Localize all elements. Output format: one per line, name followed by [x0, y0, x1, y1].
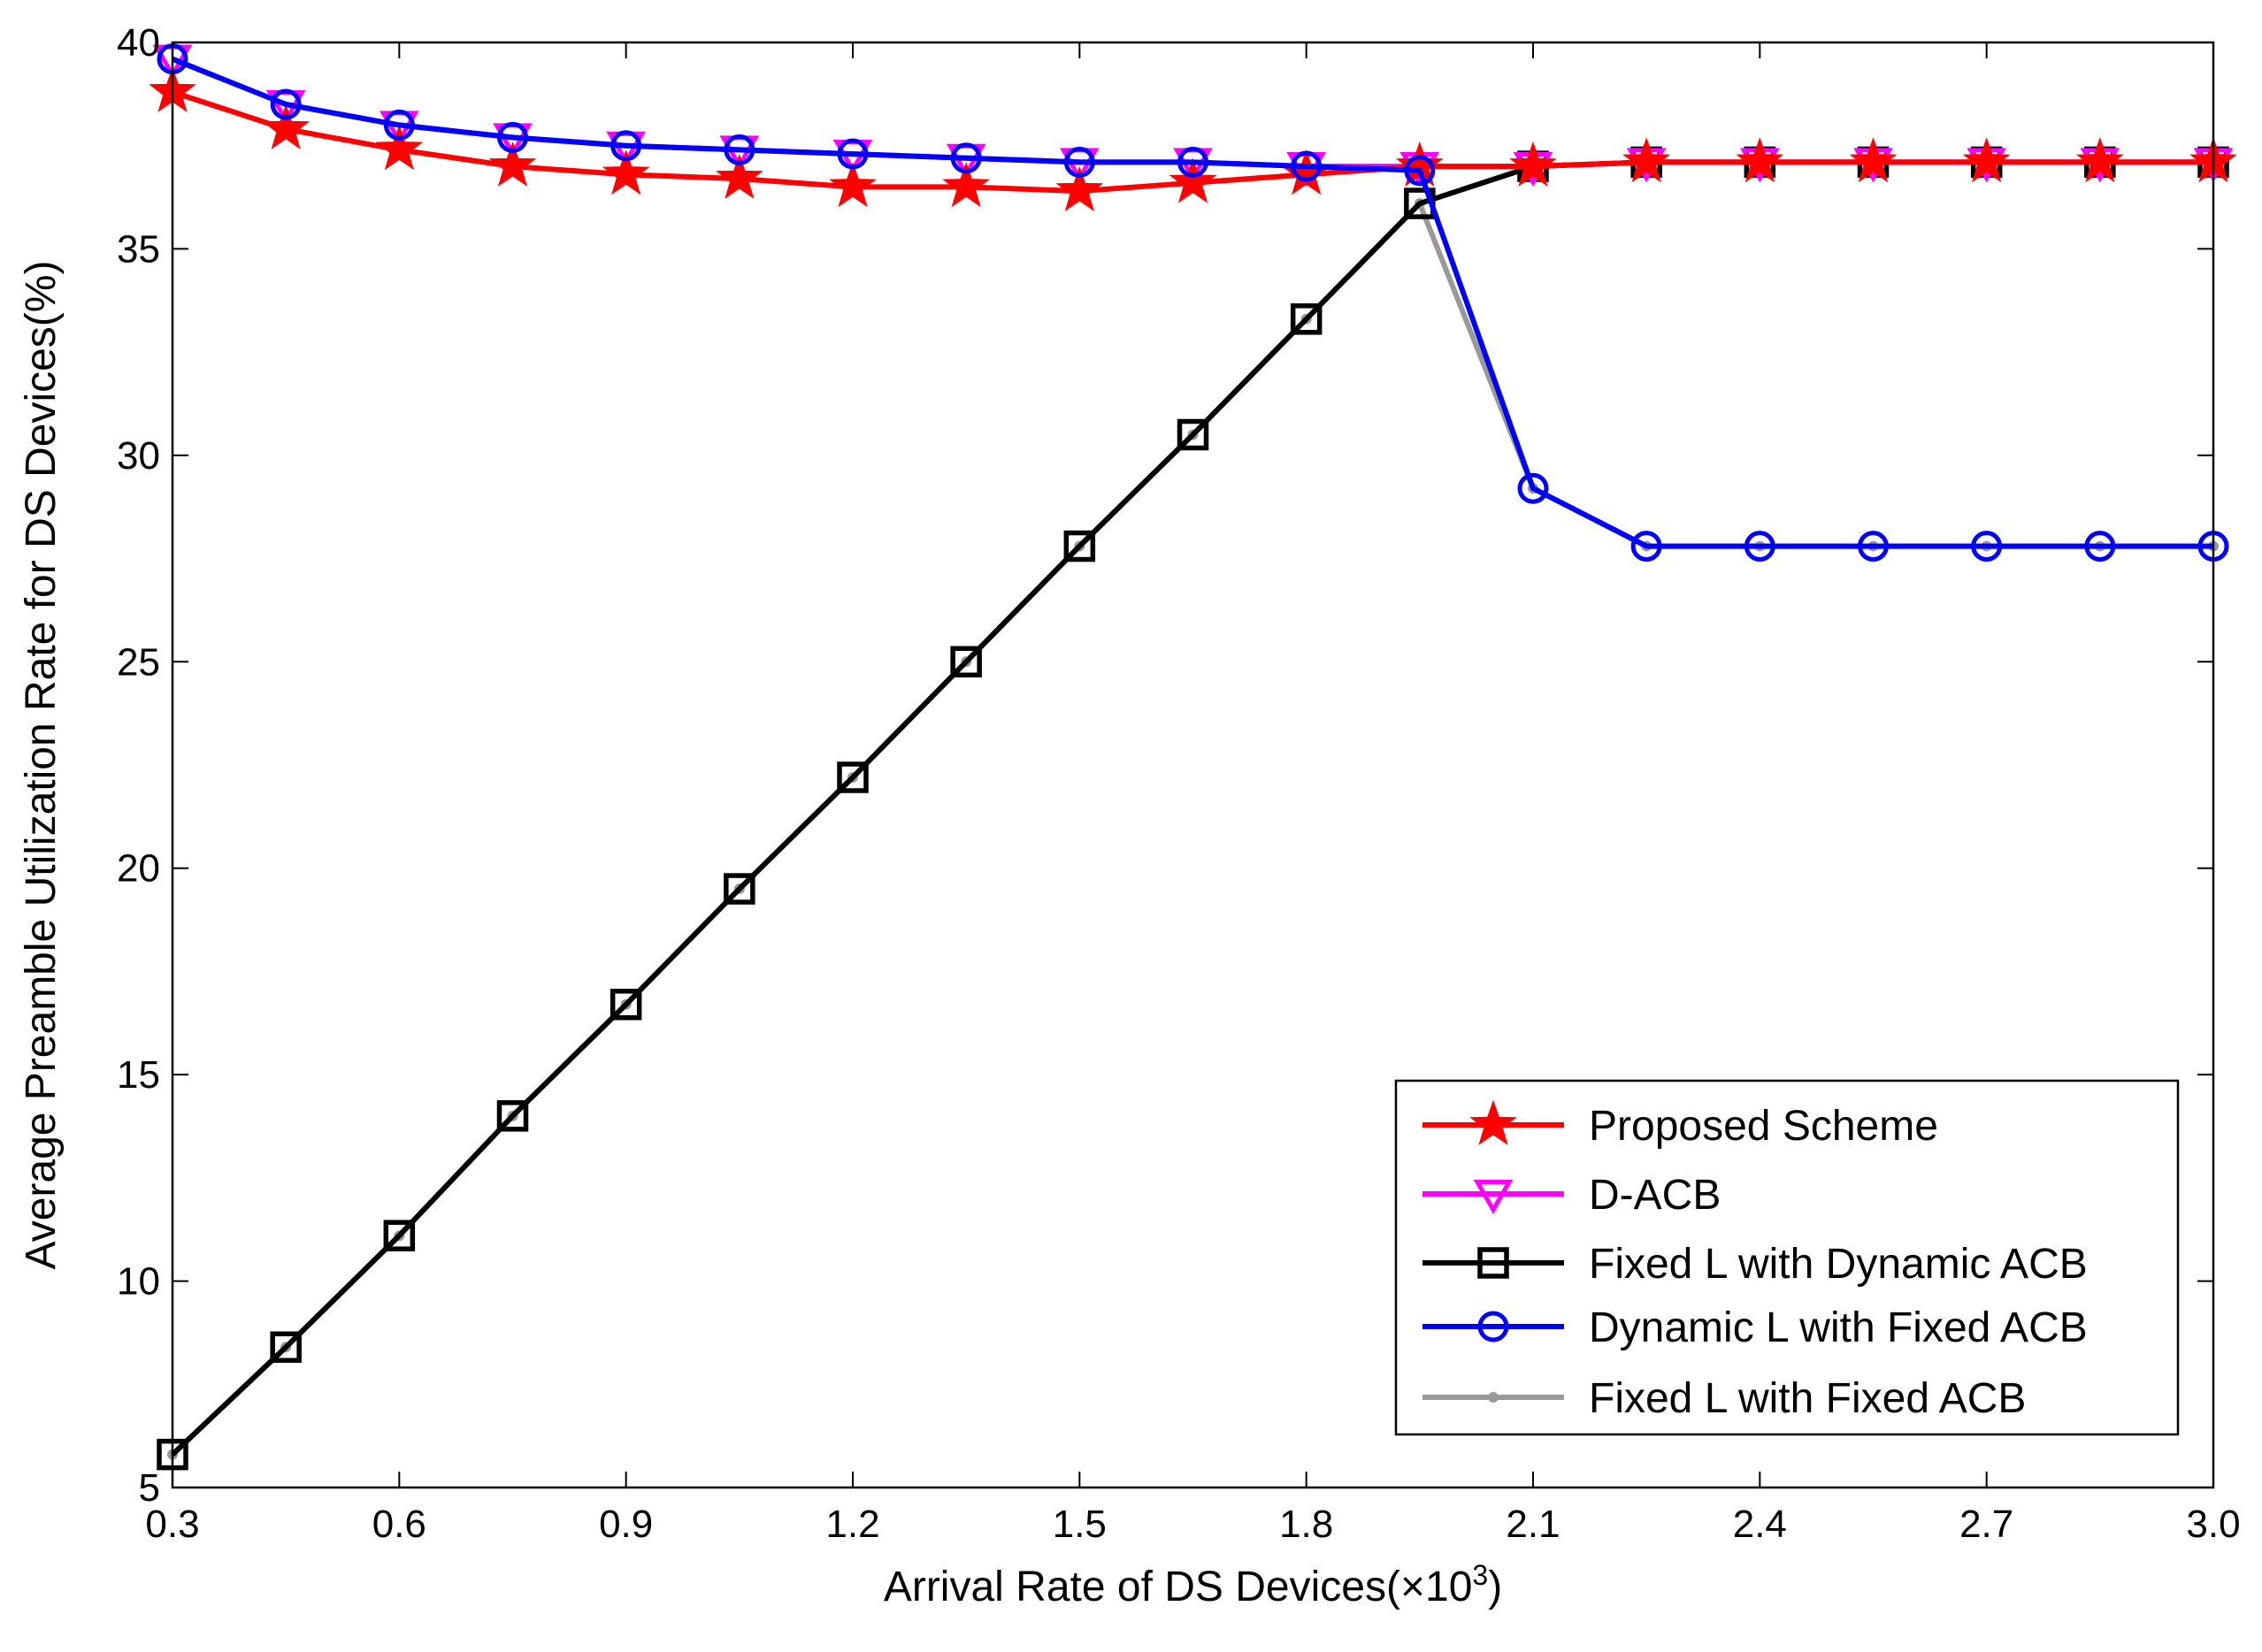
- series-layer: [149, 43, 2237, 1471]
- x-axis-label: Arrival Rate of DS Devices(×103): [884, 1559, 1502, 1610]
- data-point-proposed-scheme: [942, 162, 991, 208]
- y-tick-label: 35: [117, 227, 160, 271]
- data-point-fixed-l-with-dynamic-acb: [724, 873, 755, 905]
- data-point-proposed-scheme: [1055, 165, 1104, 211]
- y-tick-label: 10: [117, 1260, 160, 1304]
- legend-label: Proposed Scheme: [1589, 1103, 1938, 1150]
- data-point-proposed-scheme: [1169, 157, 1217, 203]
- legend-marker: [1477, 1311, 1509, 1342]
- data-point-fixed-l-with-dynamic-acb: [1177, 418, 1209, 451]
- legend: Proposed Scheme D-ACB Fixed L with Dynamic…: [1394, 1079, 2180, 1436]
- x-tick-label: 1.5: [1053, 1503, 1107, 1546]
- data-point-fixed-l-with-dynamic-acb: [383, 1220, 416, 1251]
- data-point-dynamic-l-with-fixed-acb: [610, 130, 642, 162]
- data-point-dynamic-l-with-fixed-acb: [1744, 531, 1775, 562]
- data-point-fixed-l-with-dynamic-acb: [950, 646, 982, 678]
- x-tick-label: 0.9: [599, 1503, 653, 1546]
- series-dynamic-l-with-fixed-acb: [157, 43, 2229, 562]
- data-point-dynamic-l-with-fixed-acb: [383, 109, 415, 141]
- data-point-proposed-scheme: [829, 162, 877, 208]
- y-tick-label: 20: [117, 847, 160, 891]
- data-point-dynamic-l-with-fixed-acb: [497, 121, 528, 153]
- y-axis-ticks: 5 10 15 20 25 30 35 40: [117, 21, 2213, 1510]
- data-point-fixed-l-with-dynamic-acb: [837, 761, 869, 793]
- data-point-dynamic-l-with-fixed-acb: [270, 88, 302, 120]
- x-tick-label: 3.0: [2186, 1503, 2240, 1546]
- data-point-proposed-scheme: [488, 141, 537, 187]
- x-tick-label: 2.7: [1959, 1503, 2013, 1546]
- y-tick-label: 25: [117, 640, 160, 684]
- legend-item-fixed-l-with-fixed-acb: Fixed L with Fixed ACB: [1422, 1375, 2026, 1422]
- x-tick-label: 1.8: [1279, 1503, 1333, 1546]
- data-point-fixed-l-with-dynamic-acb: [496, 1100, 529, 1132]
- data-point-proposed-scheme: [1962, 137, 2011, 183]
- legend-label: Dynamic L with Fixed ACB: [1589, 1304, 2088, 1351]
- data-point-proposed-scheme: [375, 125, 424, 171]
- y-tick-label: 30: [117, 434, 160, 478]
- x-tick-label: 1.2: [825, 1503, 879, 1546]
- data-point-proposed-scheme: [1622, 137, 1671, 183]
- x-tick-label: 0.6: [372, 1503, 426, 1546]
- data-point-dynamic-l-with-fixed-acb: [1971, 531, 2003, 562]
- y-tick-label: 40: [117, 21, 160, 65]
- legend-item-proposed-scheme: Proposed Scheme: [1422, 1099, 1938, 1150]
- data-point-proposed-scheme: [602, 149, 650, 195]
- legend-label: D-ACB: [1589, 1172, 1721, 1219]
- legend-item-dynamic-l-with-fixed-acb: Dynamic L with Fixed ACB: [1422, 1304, 2088, 1351]
- legend-marker: [1473, 1180, 1514, 1215]
- data-point-proposed-scheme: [1849, 137, 1898, 183]
- data-point-proposed-scheme: [715, 153, 763, 199]
- data-point-dynamic-l-with-fixed-acb: [1630, 531, 1662, 562]
- y-axis-label: Average Preamble Utilization Rate for DS…: [18, 261, 65, 1270]
- legend-label: Fixed L with Fixed ACB: [1589, 1375, 2026, 1422]
- series-line-dynamic-l-with-fixed-acb: [171, 56, 2213, 549]
- x-tick-label: 0.3: [145, 1503, 199, 1546]
- legend-item-d-acb: D-ACB: [1422, 1172, 1721, 1219]
- data-point-dynamic-l-with-fixed-acb: [1858, 531, 1889, 562]
- data-point-fixed-l-with-dynamic-acb: [270, 1331, 302, 1364]
- data-point-dynamic-l-with-fixed-acb: [1177, 146, 1208, 178]
- data-point-fixed-l-with-dynamic-acb: [610, 989, 642, 1021]
- legend-marker: [1477, 1247, 1509, 1279]
- legend-box: [1394, 1079, 2180, 1436]
- data-point-dynamic-l-with-fixed-acb: [2084, 531, 2116, 562]
- x-axis-ticks: 0.3 0.6 0.9 1.2 1.5 1.8 2.1 2.4 2.7 3.0: [145, 42, 2241, 1546]
- data-point-dynamic-l-with-fixed-acb: [724, 134, 755, 165]
- data-point-proposed-scheme: [1509, 141, 1557, 187]
- legend-marker: [1488, 1392, 1499, 1403]
- data-point-dynamic-l-with-fixed-acb: [1291, 150, 1323, 182]
- y-tick-label: 15: [117, 1053, 160, 1097]
- data-point-proposed-scheme: [262, 103, 311, 149]
- legend-marker: [1469, 1099, 1517, 1145]
- data-point-dynamic-l-with-fixed-acb: [950, 142, 982, 174]
- legend-label: Fixed L with Dynamic ACB: [1589, 1241, 2088, 1288]
- data-point-proposed-scheme: [2075, 137, 2124, 183]
- x-tick-label: 2.4: [1733, 1503, 1787, 1546]
- data-point-proposed-scheme: [1736, 137, 1784, 183]
- data-point-dynamic-l-with-fixed-acb: [1063, 146, 1095, 178]
- y-tick-label: 5: [139, 1466, 160, 1510]
- axes-frame: [171, 41, 2215, 1489]
- data-point-dynamic-l-with-fixed-acb: [1517, 472, 1549, 504]
- series-proposed-scheme: [149, 66, 2237, 211]
- data-point-dynamic-l-with-fixed-acb: [837, 138, 869, 170]
- x-tick-label: 2.1: [1506, 1503, 1560, 1546]
- data-point-dynamic-l-with-fixed-acb: [1404, 155, 1436, 187]
- data-point-fixed-l-with-dynamic-acb: [1290, 303, 1323, 335]
- legend-item-fixed-l-with-dynamic-acb: Fixed L with Dynamic ACB: [1422, 1241, 2088, 1288]
- data-point-fixed-l-with-dynamic-acb: [1063, 530, 1096, 562]
